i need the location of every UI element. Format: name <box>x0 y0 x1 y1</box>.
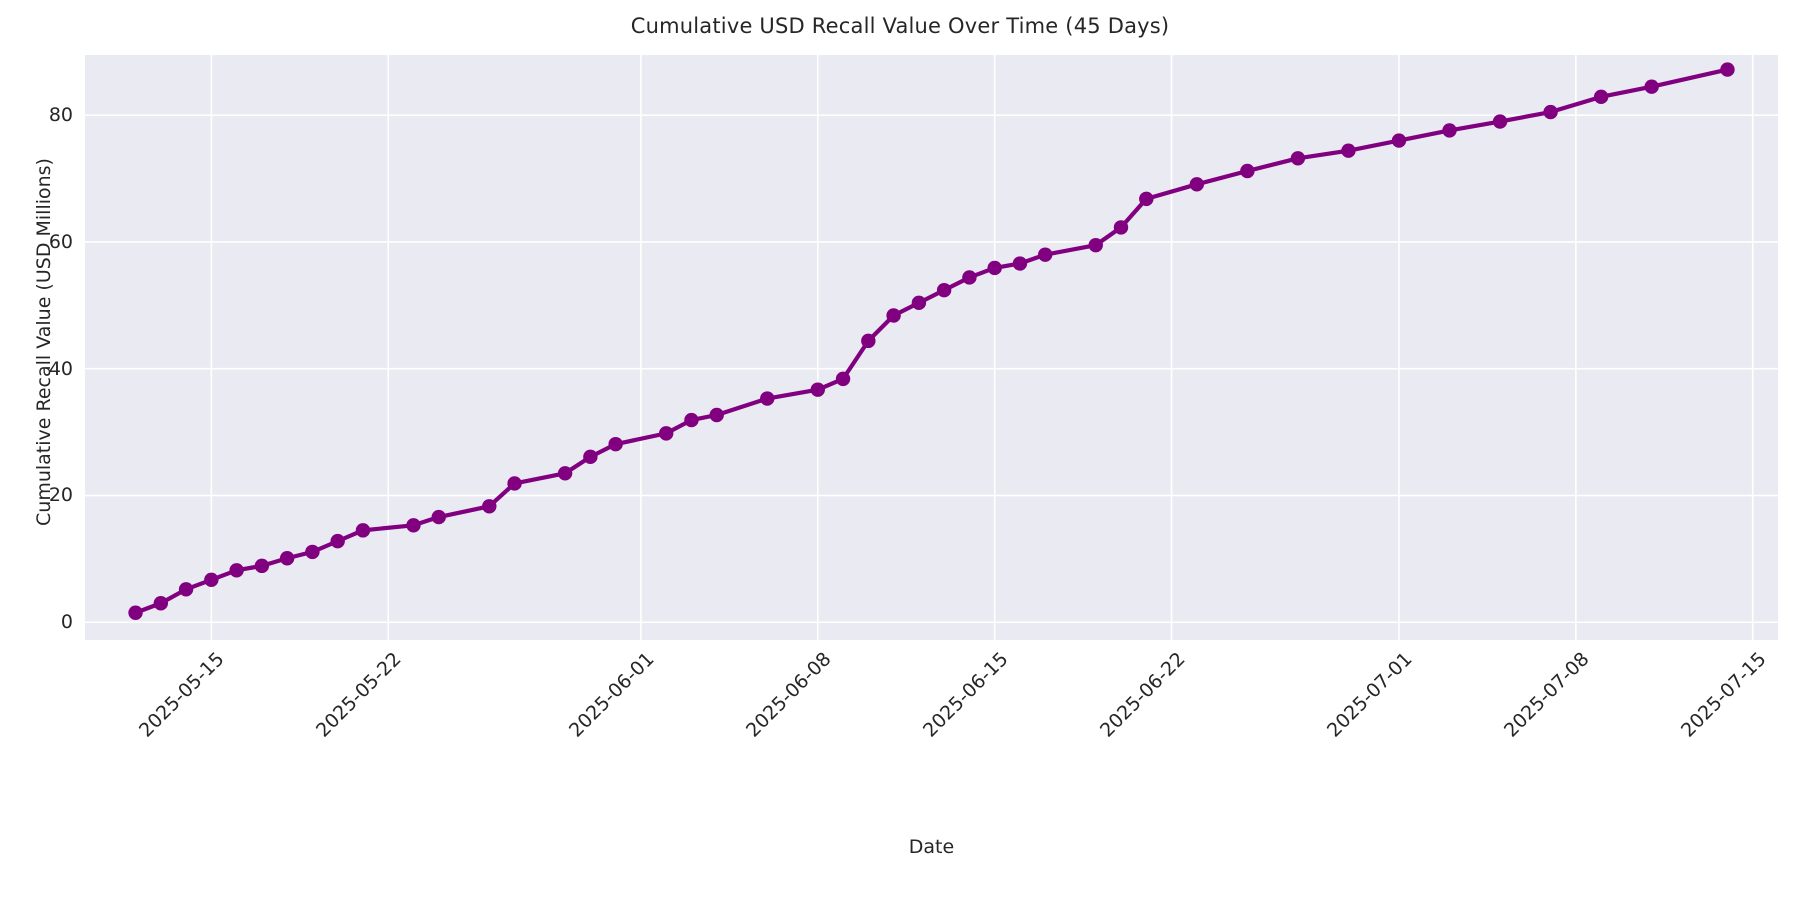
data-point-marker[interactable] <box>1088 237 1103 253</box>
data-point-marker[interactable] <box>760 391 775 406</box>
data-point-marker[interactable] <box>279 551 295 566</box>
data-point-marker[interactable] <box>431 509 446 525</box>
x-axis-tick-label: 2025-06-15 <box>918 648 1013 742</box>
chart-title: Cumulative USD Recall Value Over Time (4… <box>630 14 1170 38</box>
data-point-marker[interactable] <box>1442 123 1457 138</box>
data-point-marker[interactable] <box>204 572 219 587</box>
data-point-marker[interactable] <box>406 518 421 533</box>
data-point-marker[interactable] <box>254 558 270 574</box>
y-axis-tick-label: 0 <box>60 611 73 634</box>
x-axis-tick-label: 2025-06-22 <box>1095 648 1190 742</box>
x-axis-tick-label: 2025-07-15 <box>1676 648 1771 742</box>
y-axis-tick-label: 60 <box>48 230 73 253</box>
data-point-marker[interactable] <box>153 596 169 611</box>
x-axis-tick-labels: 2025-05-15 2025-05-22 2025-06-01 2025-06-08… <box>85 648 1778 778</box>
data-series-line <box>128 62 1735 620</box>
data-point-marker[interactable] <box>1113 220 1129 235</box>
y-axis-tick-label: 40 <box>48 357 73 380</box>
data-point-marker[interactable] <box>355 523 371 538</box>
data-point-marker[interactable] <box>1240 163 1255 179</box>
x-axis-tick-label: 2025-06-01 <box>564 648 659 742</box>
data-point-marker[interactable] <box>608 436 623 452</box>
data-point-marker[interactable] <box>229 563 244 578</box>
data-point-marker[interactable] <box>658 426 674 441</box>
x-axis-tick-label: 2025-05-22 <box>312 648 406 742</box>
data-point-marker[interactable] <box>507 476 522 491</box>
data-point-marker[interactable] <box>583 449 598 465</box>
y-axis-tick-label: 20 <box>48 484 73 507</box>
data-point-marker[interactable] <box>1492 114 1508 129</box>
data-point-marker[interactable] <box>709 407 724 423</box>
data-point-marker[interactable] <box>1038 247 1053 262</box>
data-point-marker[interactable] <box>482 499 497 514</box>
data-point-marker[interactable] <box>1720 62 1735 77</box>
y-axis-tick-labels: 0 20 40 60 80 <box>0 55 73 640</box>
data-point-marker[interactable] <box>810 382 825 397</box>
data-point-marker[interactable] <box>861 333 876 349</box>
grid-lines <box>85 55 1778 640</box>
x-axis-tick-label: 2025-05-15 <box>135 648 229 742</box>
data-point-marker[interactable] <box>1391 133 1407 148</box>
plot-area <box>85 55 1778 640</box>
x-axis-tick-label: 2025-06-08 <box>741 648 836 742</box>
y-axis-tick-label: 80 <box>48 104 73 127</box>
data-point-marker[interactable] <box>305 544 320 560</box>
x-axis-tick-label: 2025-07-08 <box>1499 648 1594 742</box>
data-point-marker[interactable] <box>1644 79 1659 94</box>
data-point-marker[interactable] <box>178 582 194 597</box>
data-point-marker[interactable] <box>128 605 143 620</box>
data-point-marker[interactable] <box>684 412 699 428</box>
data-point-marker[interactable] <box>1341 143 1356 158</box>
data-point-marker[interactable] <box>1593 89 1609 105</box>
y-axis-label: Cumulative Recall Value (USD Millions) <box>33 158 55 526</box>
series-polyline <box>133 67 1730 615</box>
data-point-marker[interactable] <box>1290 151 1306 166</box>
data-point-marker[interactable] <box>330 533 345 549</box>
data-point-marker[interactable] <box>1189 177 1205 192</box>
data-point-marker[interactable] <box>1543 104 1558 120</box>
data-point-marker[interactable] <box>911 295 927 311</box>
data-point-marker[interactable] <box>1012 256 1028 271</box>
data-point-marker[interactable] <box>557 466 573 481</box>
data-point-marker[interactable] <box>987 260 1002 276</box>
x-axis-label: Date <box>908 836 955 858</box>
x-axis-tick-label: 2025-07-01 <box>1322 648 1417 742</box>
data-point-marker[interactable] <box>962 270 977 285</box>
data-point-marker[interactable] <box>835 371 851 387</box>
data-point-marker[interactable] <box>886 308 901 323</box>
data-point-marker[interactable] <box>936 282 952 298</box>
data-point-marker[interactable] <box>1139 191 1154 207</box>
